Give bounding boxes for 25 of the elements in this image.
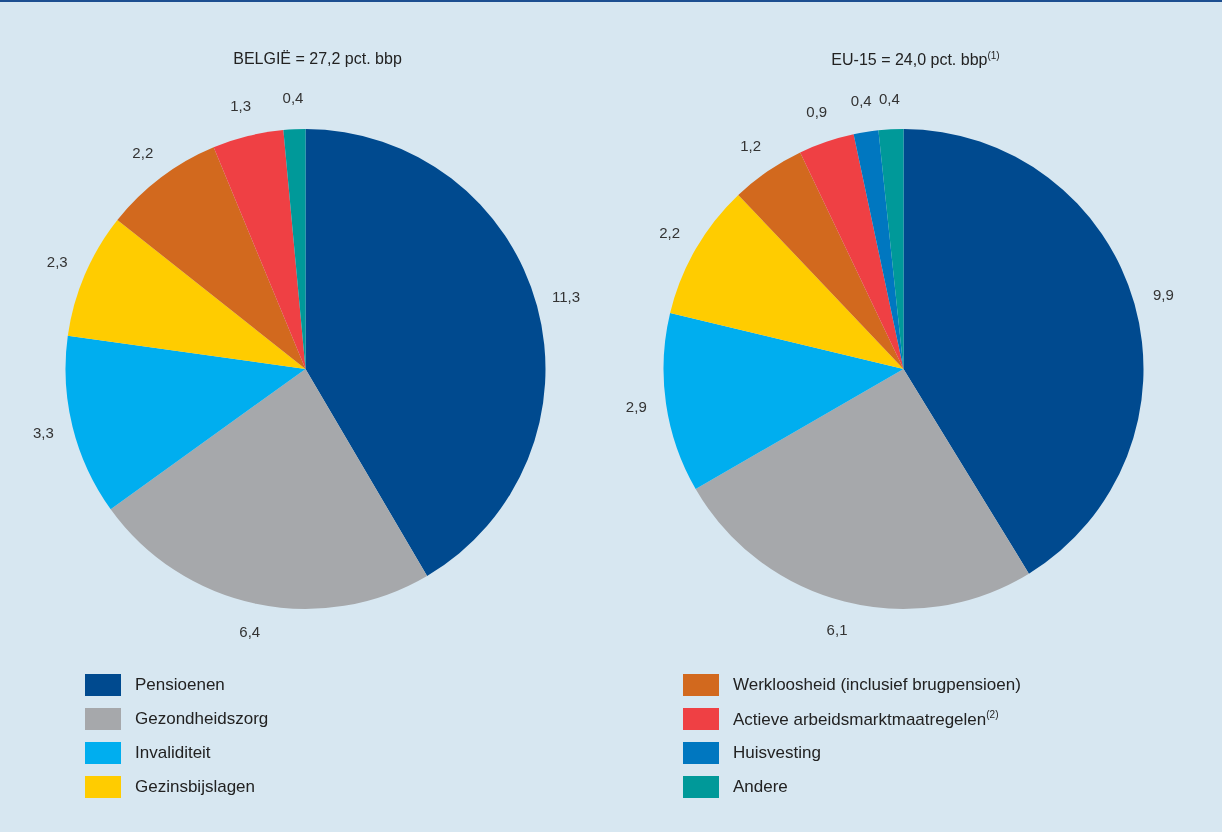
data-label: 0,4 (878, 89, 900, 107)
slice-label: BELGIË = 27,2 pct. bbp (232, 50, 403, 68)
data-label: 0,4 (850, 92, 872, 110)
legend-label: Andere (733, 777, 788, 797)
legend-label: Huisvesting (733, 743, 821, 763)
data-label: 1,2 (740, 136, 761, 154)
data-label: 2,2 (659, 224, 681, 242)
data-label: 0,4 (282, 89, 304, 107)
legend-label: Pensioenen (135, 675, 225, 695)
legend-label: Werkloosheid (inclusief brugpensioen) (733, 675, 1021, 695)
legend-label: Invaliditeit (135, 743, 211, 763)
data-label: 2,2 (132, 143, 154, 161)
slice-label: EU-15 = 24,0 pct. bbp$^{(1)}$ (830, 50, 1001, 70)
data-label: 2,9 (625, 397, 647, 415)
legend-label: Gezondheidszorg (135, 709, 269, 729)
legend-label: Gezinsbijslagen (135, 777, 256, 797)
data-label: 2,3 (46, 252, 68, 270)
data-label: 11,3 (551, 288, 581, 306)
data-label: 6,1 (826, 620, 848, 638)
legend-label: Actieve arbeidsmarktmaatregelen$^{(2)}$ (733, 708, 999, 730)
data-label: 0,9 (806, 103, 828, 121)
data-label: 1,3 (230, 97, 252, 115)
data-label: 9,9 (1152, 285, 1174, 303)
data-label: 3,3 (32, 423, 54, 441)
data-label: 6,4 (239, 623, 261, 641)
